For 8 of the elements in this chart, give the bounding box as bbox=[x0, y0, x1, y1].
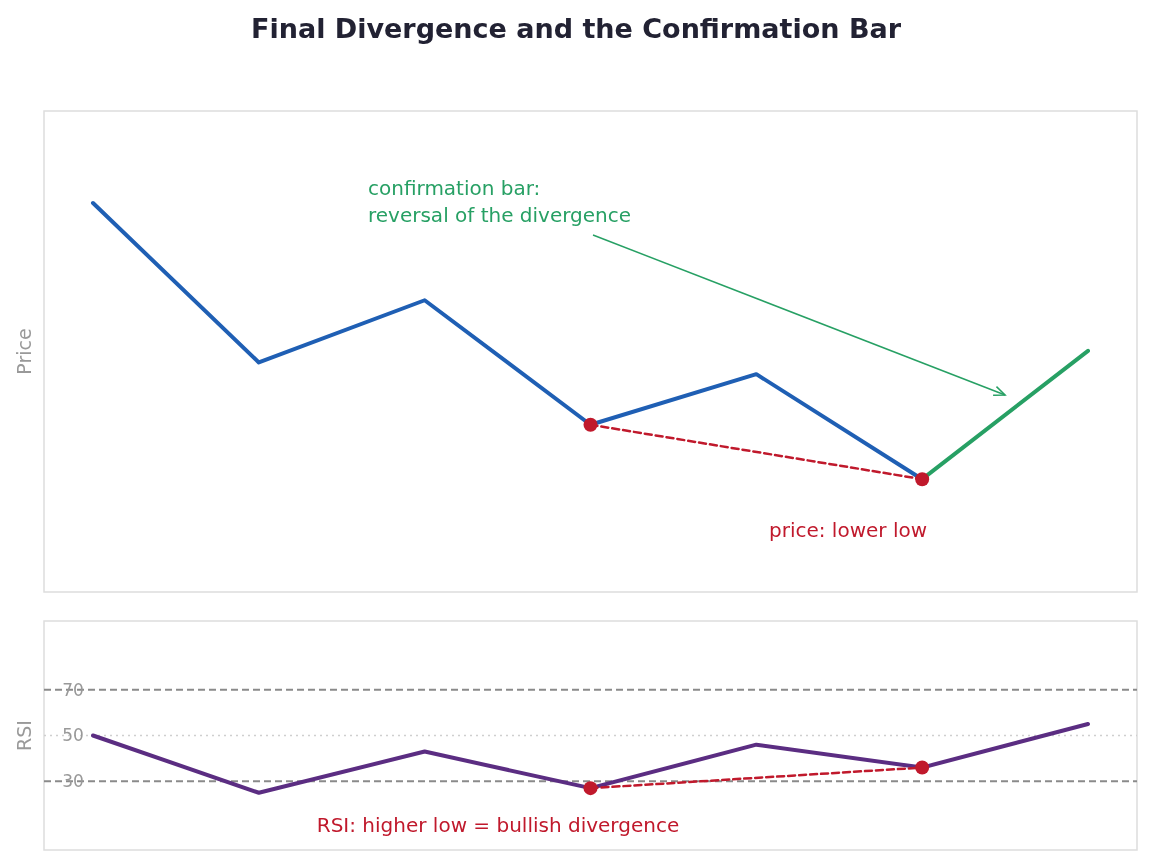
y-axis-title: RSI bbox=[13, 720, 35, 751]
annotation: RSI: higher low = bullish divergence bbox=[316, 813, 680, 837]
line-series bbox=[91, 722, 1090, 795]
annotation: confirmation bar: reversal of the divergence bbox=[368, 176, 632, 227]
y-axis-title: Price bbox=[13, 328, 35, 375]
annotation: price: lower low bbox=[768, 518, 928, 542]
chart-title: Final Divergence and the Confirmation Bar bbox=[251, 13, 902, 44]
y-tick-label: 50 bbox=[62, 725, 84, 746]
